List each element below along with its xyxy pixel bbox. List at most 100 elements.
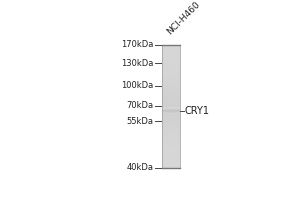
Bar bbox=[162, 80, 181, 81]
Bar bbox=[162, 79, 181, 80]
Bar bbox=[162, 110, 181, 112]
Bar bbox=[162, 114, 181, 116]
Bar bbox=[162, 164, 181, 165]
Bar bbox=[162, 141, 181, 142]
Bar bbox=[162, 48, 181, 49]
Bar bbox=[162, 70, 181, 71]
Bar bbox=[162, 99, 181, 100]
Bar bbox=[162, 67, 181, 68]
Bar bbox=[162, 137, 181, 138]
Bar bbox=[162, 60, 181, 61]
Bar bbox=[162, 108, 181, 109]
Bar bbox=[162, 134, 181, 135]
Bar bbox=[162, 147, 181, 148]
Bar bbox=[162, 151, 181, 153]
Bar bbox=[162, 47, 181, 48]
Bar bbox=[162, 92, 181, 93]
Bar bbox=[162, 106, 181, 107]
Bar bbox=[162, 165, 181, 166]
Bar bbox=[162, 103, 181, 104]
Bar bbox=[162, 87, 181, 88]
Bar bbox=[162, 53, 181, 54]
Bar bbox=[162, 158, 181, 159]
Bar bbox=[162, 93, 181, 94]
Bar bbox=[162, 111, 181, 113]
Text: NCI-H460: NCI-H460 bbox=[165, 0, 201, 36]
Bar bbox=[162, 105, 181, 106]
Bar bbox=[162, 150, 181, 152]
Bar bbox=[162, 160, 181, 161]
Bar bbox=[162, 81, 181, 82]
Bar bbox=[162, 90, 181, 91]
Bar bbox=[162, 161, 181, 162]
Bar bbox=[162, 75, 181, 77]
Bar bbox=[162, 62, 181, 63]
Bar bbox=[162, 107, 181, 108]
Bar bbox=[162, 139, 181, 140]
Text: 70kDa: 70kDa bbox=[127, 101, 154, 110]
Bar bbox=[162, 133, 181, 134]
Bar bbox=[162, 124, 181, 125]
Bar bbox=[162, 120, 181, 121]
Bar bbox=[162, 82, 181, 83]
Bar bbox=[162, 131, 181, 132]
Bar bbox=[162, 59, 181, 60]
Bar bbox=[162, 132, 181, 133]
Bar bbox=[162, 88, 181, 89]
Bar bbox=[162, 125, 181, 126]
Bar bbox=[162, 143, 181, 144]
Bar bbox=[162, 108, 181, 109]
Bar bbox=[162, 89, 181, 90]
Bar bbox=[162, 142, 181, 143]
Bar bbox=[162, 72, 181, 74]
Bar bbox=[162, 86, 181, 87]
Text: 40kDa: 40kDa bbox=[127, 163, 154, 172]
Bar bbox=[162, 162, 181, 163]
Bar bbox=[162, 157, 181, 158]
Bar bbox=[162, 91, 181, 92]
Bar bbox=[162, 126, 181, 127]
Bar bbox=[162, 144, 181, 145]
Bar bbox=[162, 166, 181, 167]
Text: 170kDa: 170kDa bbox=[122, 40, 154, 49]
Bar bbox=[162, 95, 181, 96]
Bar bbox=[162, 57, 181, 58]
Bar bbox=[162, 49, 181, 50]
Bar bbox=[162, 128, 181, 129]
Bar bbox=[162, 130, 181, 131]
Bar bbox=[162, 76, 181, 78]
Bar bbox=[162, 97, 181, 98]
Bar bbox=[162, 109, 181, 110]
Bar bbox=[162, 148, 181, 150]
Bar bbox=[162, 69, 181, 70]
Bar bbox=[162, 77, 181, 79]
Bar bbox=[162, 55, 181, 56]
Bar bbox=[162, 109, 181, 110]
Bar bbox=[162, 46, 181, 47]
Bar bbox=[162, 58, 181, 59]
Bar bbox=[162, 118, 181, 119]
Bar bbox=[162, 152, 181, 154]
Bar bbox=[162, 66, 181, 67]
Bar bbox=[162, 108, 181, 109]
Bar bbox=[162, 153, 181, 155]
Bar bbox=[162, 135, 181, 136]
Bar bbox=[162, 119, 181, 120]
Text: CRY1: CRY1 bbox=[185, 106, 210, 116]
Bar bbox=[162, 154, 181, 156]
Bar bbox=[162, 115, 181, 117]
Bar bbox=[162, 101, 181, 102]
Bar bbox=[162, 159, 181, 160]
Text: 130kDa: 130kDa bbox=[122, 59, 154, 68]
Bar bbox=[162, 73, 181, 75]
Bar bbox=[162, 52, 181, 53]
Bar bbox=[162, 145, 181, 146]
Bar bbox=[162, 127, 181, 128]
Bar bbox=[162, 45, 181, 46]
Bar bbox=[162, 84, 181, 85]
Bar bbox=[162, 85, 181, 86]
Bar bbox=[162, 74, 181, 76]
Bar bbox=[162, 113, 181, 114]
Bar bbox=[162, 107, 181, 108]
Bar bbox=[162, 100, 181, 101]
